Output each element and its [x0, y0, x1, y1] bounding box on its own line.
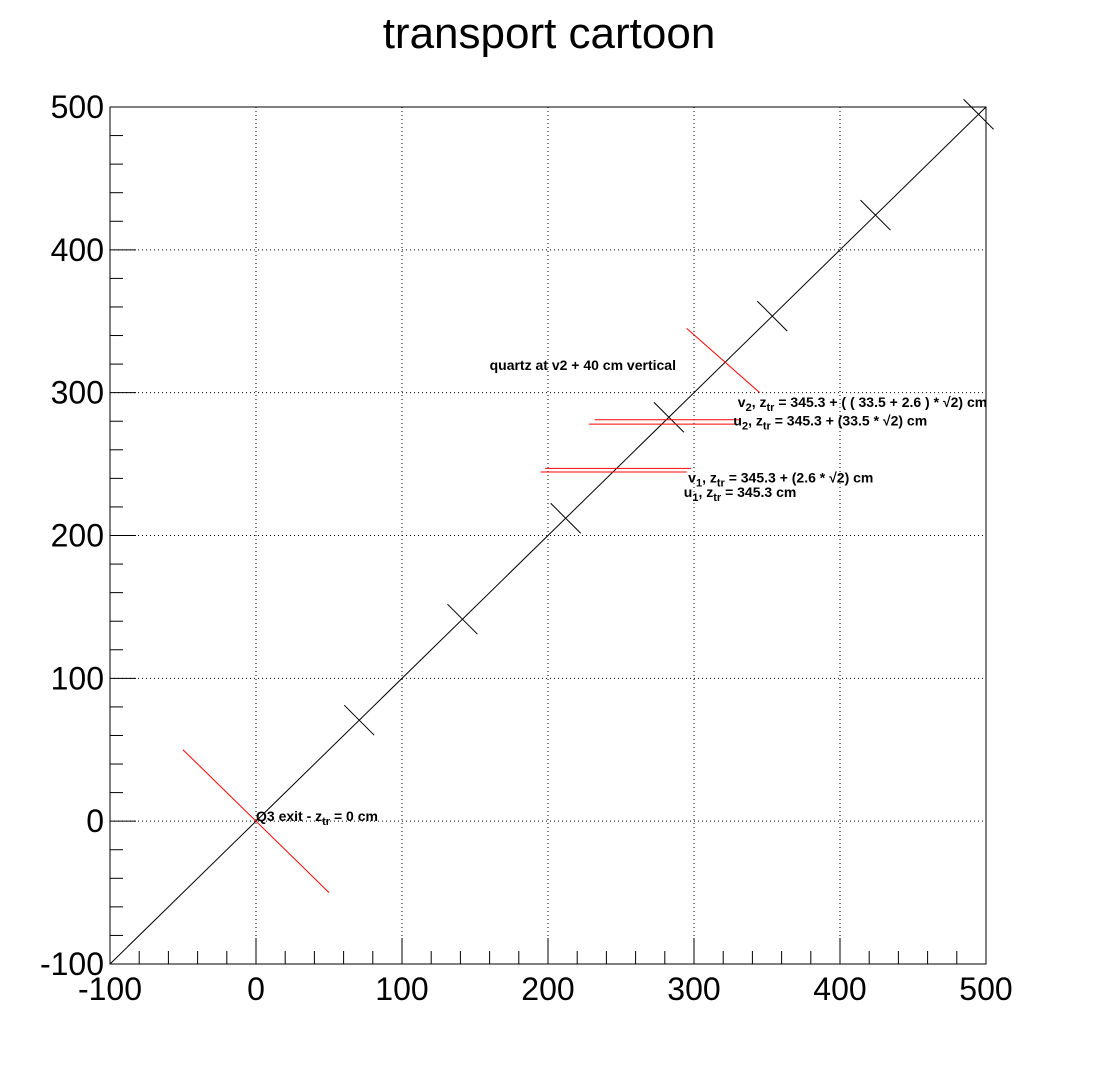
annotation-part: v [688, 470, 696, 486]
cross-marker [550, 502, 582, 534]
annotation-part: = 345.3 cm [721, 484, 796, 500]
annotation-v1: v1, ztr = 345.3 + (2.6 * √2) cm [688, 470, 873, 490]
annotation-part: 1 [696, 478, 702, 490]
y-tick-label: -100 [40, 946, 104, 982]
annotation-part: , z [698, 484, 713, 500]
annotation-u1: u1, ztr = 345.3 cm [684, 484, 797, 504]
x-tick-label: 100 [375, 971, 428, 1007]
cross-marker [343, 704, 375, 736]
annotation-part: , z [702, 470, 717, 486]
x-tick-label: -100 [78, 971, 142, 1007]
annotation-v2: v2, ztr = 345.3 + ( ( 33.5 + 2.6 ) * √2)… [738, 394, 987, 414]
y-tick-label: 100 [51, 660, 104, 696]
plot-frame [109, 106, 987, 965]
annotation-q3: Q3 exit - ztr = 0 cm [256, 808, 378, 828]
cross-marker [860, 199, 891, 231]
annotation-part: , z [752, 394, 767, 410]
x-tick-label: 0 [247, 971, 265, 1007]
x-tick-label: 300 [667, 971, 720, 1007]
annotation-quartz: quartz at v2 + 40 cm vertical [490, 357, 676, 373]
annotation-part: = 345.3 + ( ( 33.5 + 2.6 ) * √2) cm [774, 394, 987, 410]
annotation-part: 2 [746, 402, 752, 414]
plane-segment-quartz [686, 328, 761, 394]
data-layer [109, 98, 994, 965]
annotation-part: Q3 exit - z [256, 808, 322, 824]
annotation-part: u [733, 413, 742, 429]
annotation-part: v [738, 394, 746, 410]
annotation-part: tr [717, 478, 726, 490]
annotation-part: tr [767, 402, 776, 414]
annotation-part: tr [763, 421, 772, 433]
plane-segment-Q3 exit [182, 749, 330, 893]
annotation-part: = 0 cm [330, 808, 378, 824]
x-tick-label: 200 [521, 971, 574, 1007]
annotation-part: quartz at v2 + 40 cm vertical [490, 357, 676, 373]
cross-marker [653, 401, 685, 433]
annotation-part: = 345.3 + (33.5 * √2) cm [771, 413, 927, 429]
y-tick-label: 200 [51, 518, 104, 554]
cross-marker [447, 603, 478, 635]
tick-layer: -100 0 100 200 300 400 500 -100 0 100 200 300 400 500 [40, 89, 1013, 1007]
cross-marker [756, 300, 788, 332]
y-tick-label: 300 [51, 375, 104, 411]
x-tick-label: 500 [959, 971, 1012, 1007]
annotation-part: tr [713, 492, 722, 504]
y-tick-label: 400 [51, 232, 104, 268]
annotation-part: tr [322, 816, 331, 828]
annotation-part: , z [748, 413, 763, 429]
y-tick-label: 0 [86, 803, 104, 839]
y-tick-label: 500 [51, 89, 104, 125]
annotation-part: 1 [692, 492, 698, 504]
x-tick-label: 400 [813, 971, 866, 1007]
annotation-part: = 345.3 + (2.6 * √2) cm [725, 470, 874, 486]
annotation-part: 2 [742, 421, 748, 433]
cross-marker [963, 98, 994, 130]
annotation-u2: u2, ztr = 345.3 + (33.5 * √2) cm [733, 413, 927, 433]
chart-title: transport cartoon [383, 9, 716, 58]
annotation-part: u [684, 484, 693, 500]
